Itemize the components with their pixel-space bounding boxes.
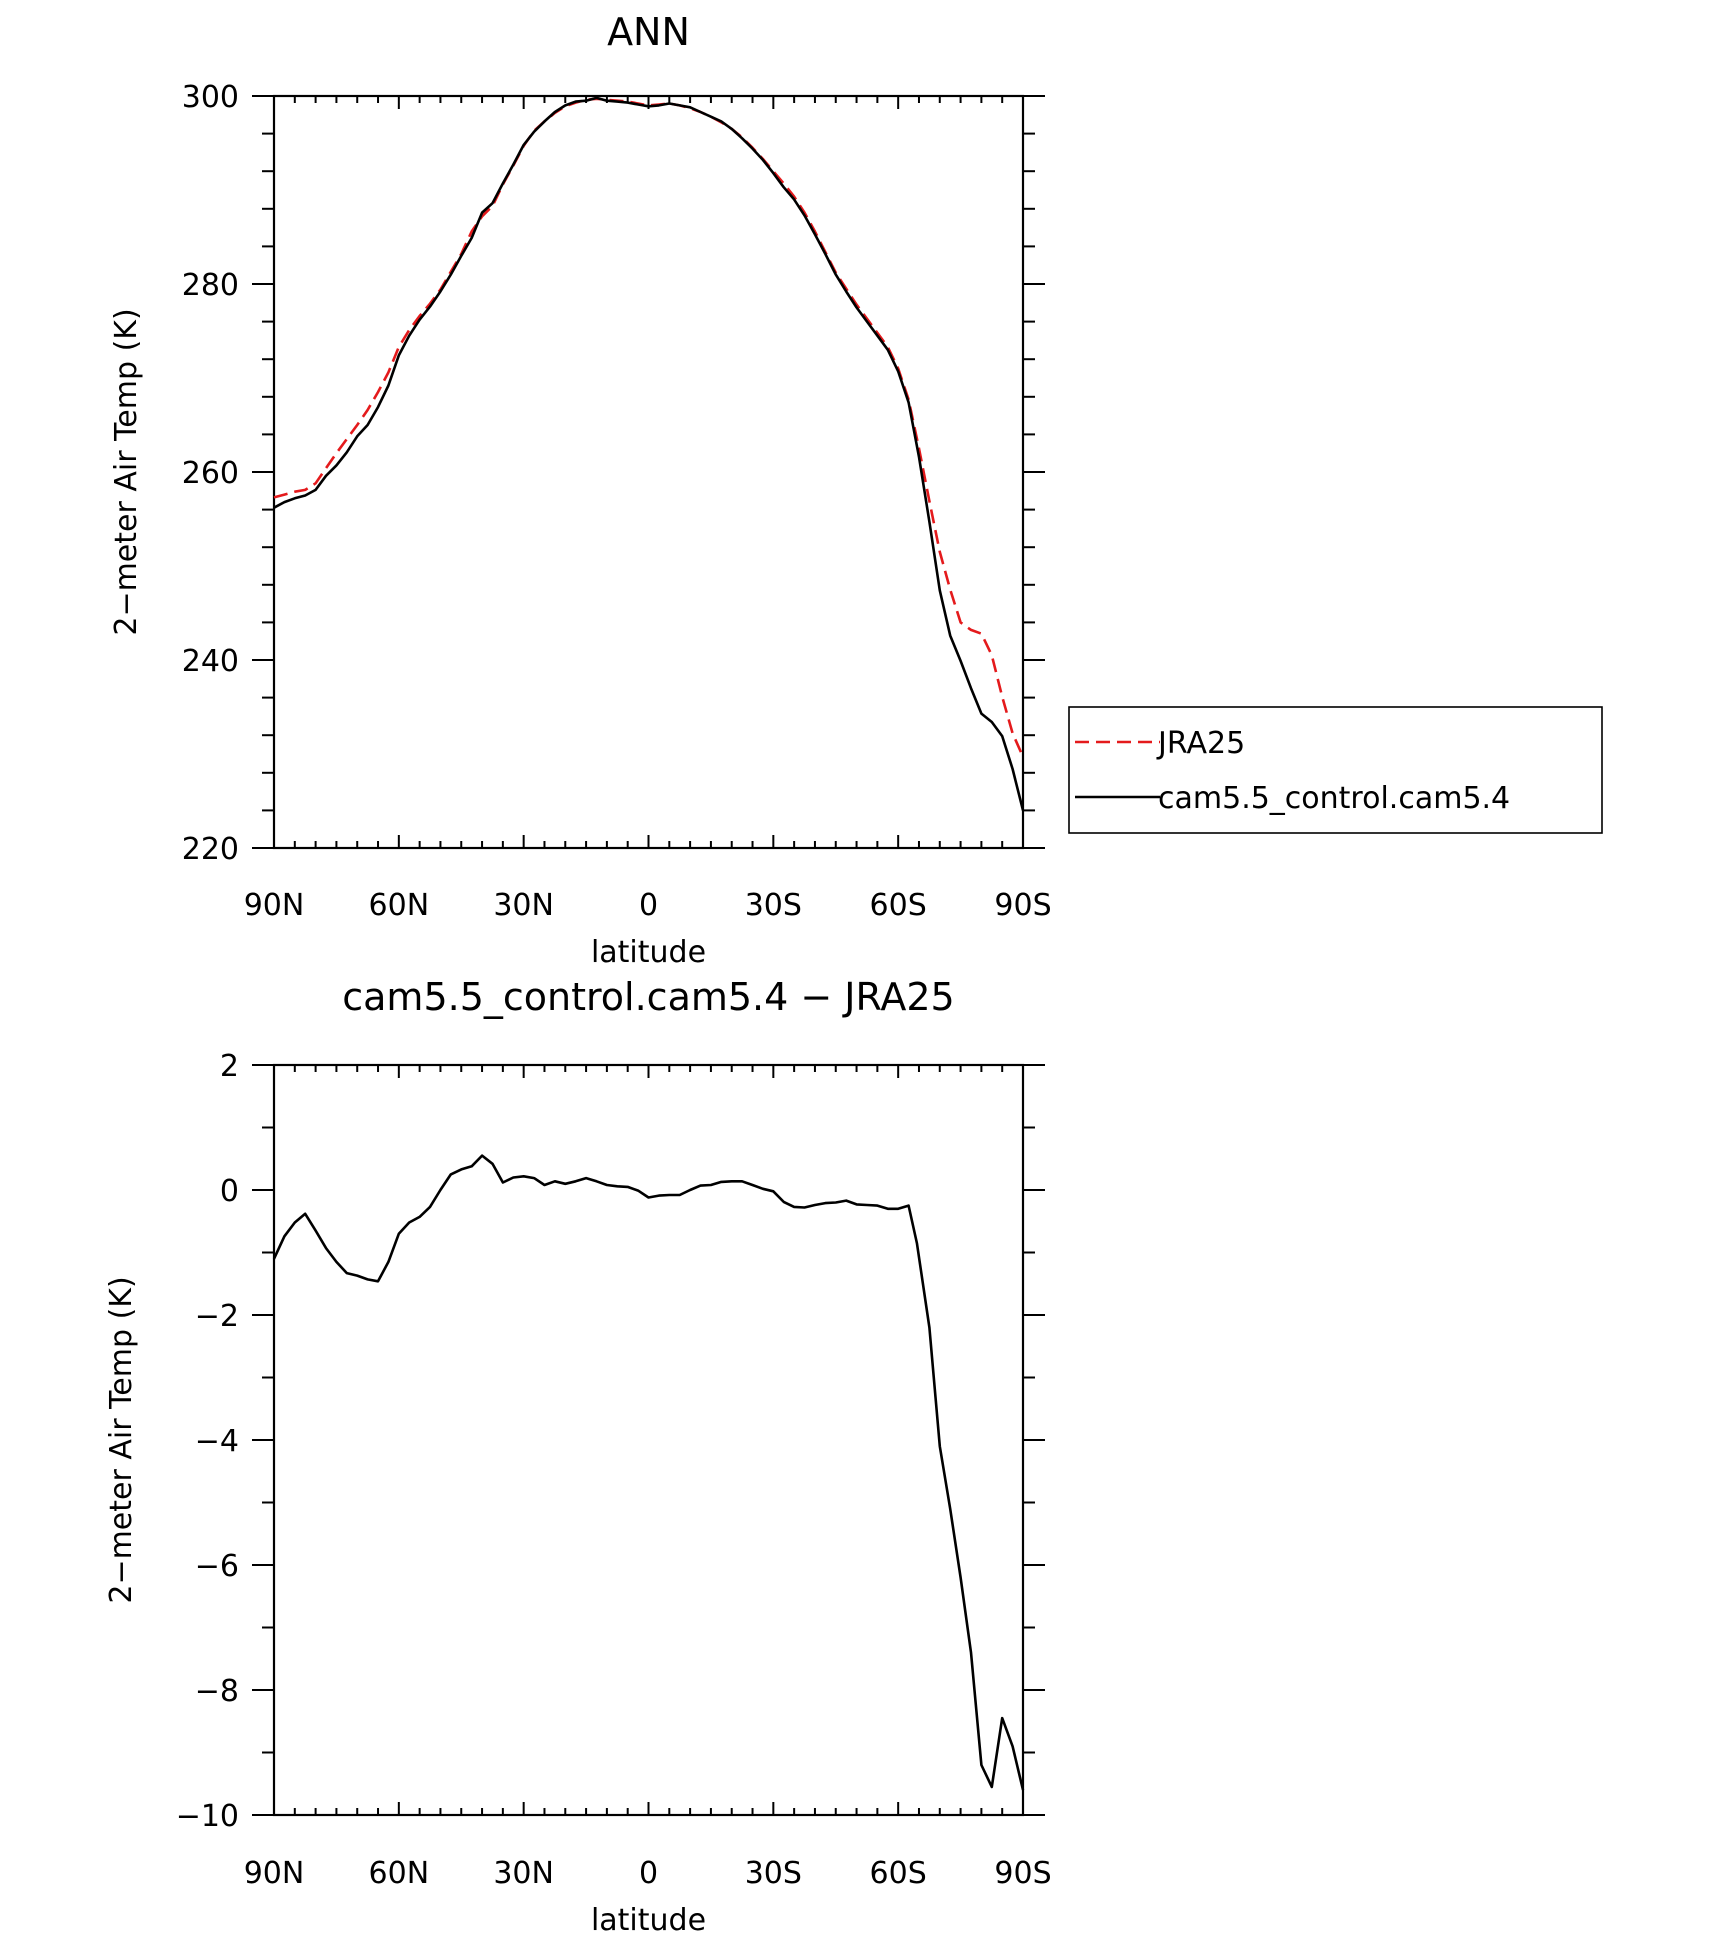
x-axis-title: latitude [591,1903,706,1938]
x-tick-label: 90S [994,888,1051,923]
plot-frame [272,94,1025,850]
y-tick-label: 2 [220,1049,239,1084]
legend: JRA25 cam5.5_control.cam5.4 [1068,706,1603,834]
x-tick-label: 60N [369,888,430,923]
x-tick-label: 60S [870,888,927,923]
x-tick-label: 60N [369,1856,430,1891]
y-tick-label: −4 [195,1424,239,1459]
x-tick-label: 30N [493,1856,554,1891]
x-tick-label: 90S [994,1856,1051,1891]
x-tick-label: 90N [244,1856,305,1891]
y-tick-label: 240 [182,644,239,679]
x-tick-label: 0 [639,1856,658,1891]
y-tick-label: 220 [182,832,239,867]
chart-2: 90N 60N 30N 0 30S 60S 90S 2 0 −2 −4 −6 −8 −10 cam5.5_c… [104,975,1052,1938]
y-tick-label: 260 [182,456,239,491]
y-tick-label: −2 [195,1299,239,1334]
y-tick-label: 0 [220,1174,239,1209]
y-tick-label: −6 [195,1549,239,1584]
y-tick-label: −10 [176,1799,239,1834]
series-line-2 [273,96,1025,811]
legend-label: cam5.5_control.cam5.4 [1158,781,1510,816]
chart-title: ANN [607,10,690,54]
series-line-1 [273,97,1025,758]
chart-1: 90N 60N 30N 0 30S 60S 90S 300 280 260 240 220 ANN lat… [109,10,1052,970]
y-axis-title: 2−meter Air Temp (K) [109,308,144,635]
legend-box [1068,706,1603,834]
x-tick-label: 0 [639,888,658,923]
x-tick-label: 30S [745,1856,802,1891]
plot-frame [272,1063,1025,1817]
legend-label: JRA25 [1156,726,1245,761]
x-tick-label: 30N [493,888,554,923]
y-axis-title: 2−meter Air Temp (K) [104,1276,139,1603]
series-line-1 [272,1154,1025,1791]
x-tick-label: 30S [745,888,802,923]
x-tick-label: 60S [870,1856,927,1891]
x-axis-title: latitude [591,935,706,970]
chart-title: cam5.5_control.cam5.4 − JRA25 [342,975,954,1019]
y-tick-label: 300 [182,80,239,115]
x-tick-label: 90N [244,888,305,923]
y-tick-label: 280 [182,268,239,303]
y-tick-label: −8 [195,1674,239,1709]
